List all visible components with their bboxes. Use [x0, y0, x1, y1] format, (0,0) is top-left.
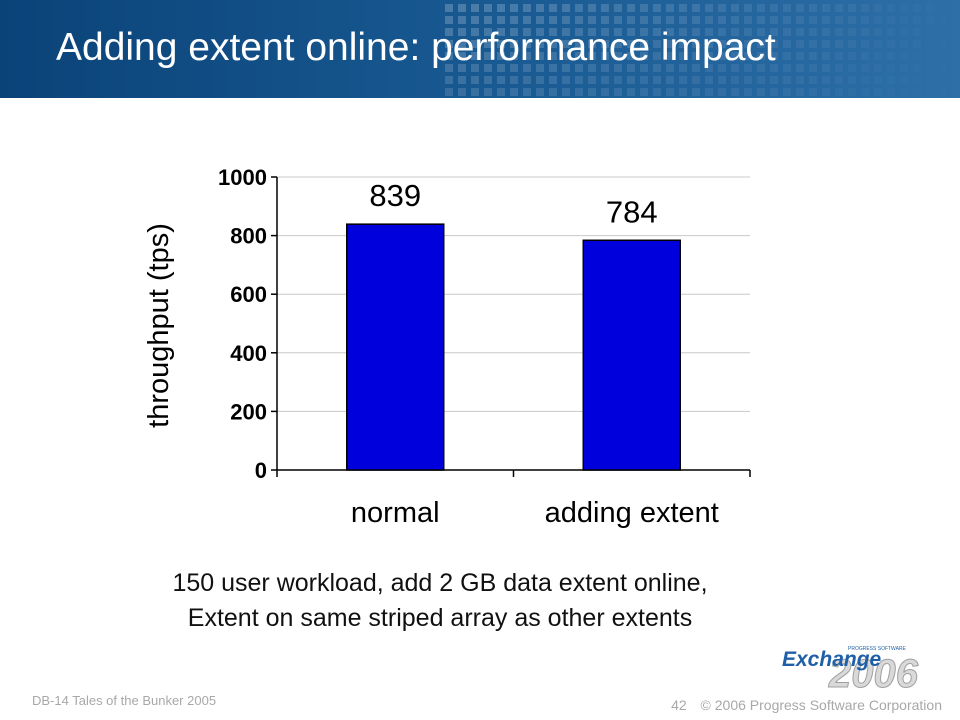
y-tick-label: 400 — [230, 341, 267, 366]
category-labels: normal adding extent — [351, 497, 719, 529]
y-tick-label: 200 — [230, 399, 267, 424]
slide-caption: 150 user workload, add 2 GB data extent … — [0, 566, 880, 636]
data-labels: 839 784 — [369, 178, 657, 229]
logo-small-text: PROGRESS SOFTWARE — [848, 646, 907, 652]
bar-2 — [582, 239, 681, 471]
footer: 42 © 2006 Progress Software Corporation — [661, 697, 942, 713]
exchange-2006-logo: 2006 PROGRESS SOFTWARE Exchange — [782, 646, 919, 696]
data-label: 839 — [369, 178, 421, 213]
title-bar: Adding extent online: performance impact — [0, 0, 960, 98]
slide-title: Adding extent online: performance impact — [56, 26, 776, 69]
category-label: adding extent — [545, 497, 719, 529]
caption-line-1: 150 user workload, add 2 GB data extent … — [172, 569, 708, 597]
copyright: © 2006 Progress Software Corporation — [700, 697, 942, 713]
bar-1 — [346, 223, 445, 471]
page-number: 42 — [671, 697, 687, 713]
y-tick-label: 1000 — [218, 165, 267, 190]
y-tick-label: 800 — [230, 224, 267, 249]
data-label: 784 — [606, 194, 658, 229]
y-tick-labels: 0 200 400 600 800 1000 — [218, 165, 267, 483]
caption-line-2: Extent on same striped array as other ex… — [187, 604, 693, 632]
header-dot-pattern — [445, 4, 869, 96]
y-axis-label: throughput (tps) — [143, 223, 175, 428]
logo-year: 2006 — [828, 652, 919, 696]
footer-session: DB-14 Tales of the Bunker 2005 — [32, 693, 217, 708]
y-tick-label: 600 — [230, 282, 267, 307]
category-label: normal — [351, 497, 440, 529]
bar-chart: 0 200 400 600 800 1000 839 784 normal adding ex… — [143, 165, 751, 529]
y-tick-label: 0 — [255, 458, 267, 483]
logo-word: Exchange — [782, 648, 882, 671]
bars — [346, 223, 681, 471]
